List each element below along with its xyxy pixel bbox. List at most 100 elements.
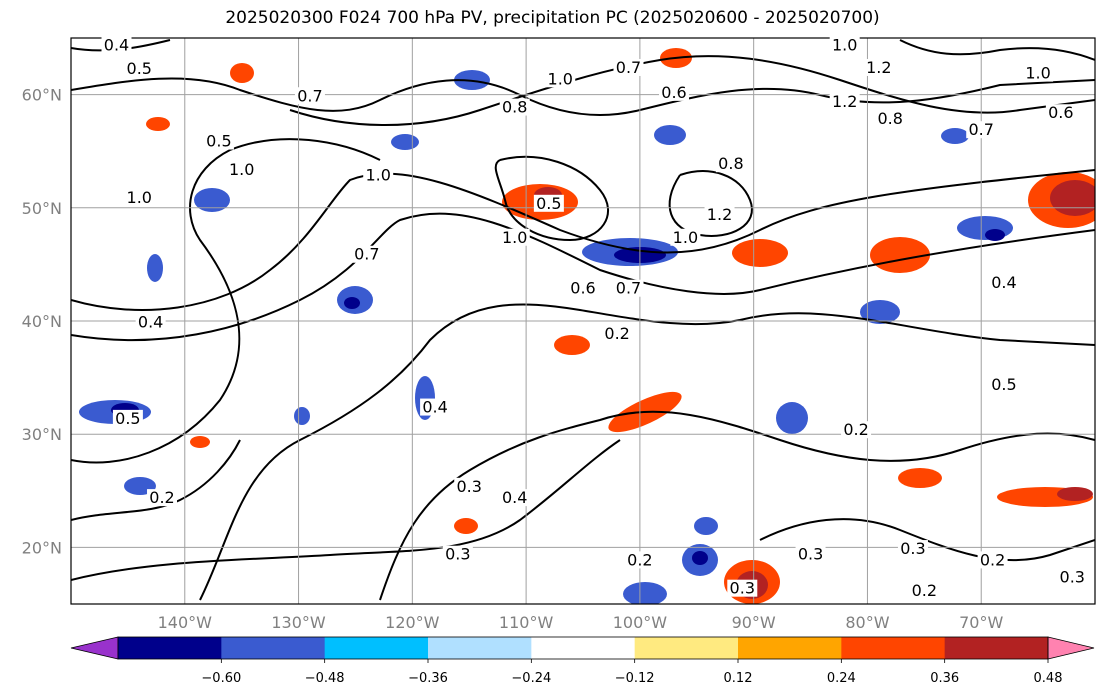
contour-label-bg: [795, 545, 826, 563]
contour-label-bg: [602, 324, 633, 342]
contour-label-bg: [124, 60, 155, 78]
colorbar-extend-high: [1047, 636, 1095, 660]
colorbar-segment: [841, 637, 946, 659]
latitude-labels: 60°N 50°N 40°N 30°N 20°N: [22, 86, 62, 558]
colorbar-segment: [118, 637, 222, 659]
colorbar-tick-label: 0.12: [724, 671, 753, 686]
lat-tick-label: 60°N: [22, 86, 62, 105]
contour-label: 0.7: [616, 279, 641, 298]
lon-tick-label: 110°W: [499, 613, 554, 632]
contour-label-bg: [226, 160, 257, 178]
contour-label: 0.6: [661, 83, 686, 102]
contour-label-bg: [613, 58, 644, 76]
colorbar-tick-label: −0.60: [201, 671, 241, 686]
map-title: 2025020300 F024 700 hPa PV, precipitatio…: [225, 8, 880, 28]
contour-label: 0.5: [115, 409, 140, 428]
contour-label: 1.0: [832, 35, 857, 54]
lon-tick-label: 140°W: [158, 613, 213, 632]
contour-label-bg: [499, 228, 530, 246]
colorbar-tick-label: 0.36: [930, 671, 959, 686]
contour-label-bg: [1057, 568, 1088, 586]
contour-label-bg: [112, 409, 143, 427]
contour-label: 0.8: [718, 154, 743, 173]
contour-label-bg: [841, 421, 872, 439]
contour-label: 0.3: [798, 545, 823, 564]
contour-label: 0.3: [1060, 567, 1085, 586]
contour-label-bg: [1045, 104, 1076, 122]
colorbar-segment: [634, 637, 739, 659]
colorbar-segment: [738, 637, 842, 659]
contour-label: 0.6: [570, 279, 595, 298]
contour-label: 0.3: [730, 579, 755, 598]
colorbar-segment: [324, 637, 429, 659]
colorbar-segment: [944, 637, 1049, 659]
contour-label-bg: [1023, 64, 1054, 82]
colorbar-segment: [221, 637, 326, 659]
contour-label: 0.4: [991, 273, 1016, 292]
contour-label: 0.7: [297, 86, 322, 105]
lat-tick-label: 50°N: [22, 199, 62, 218]
contour-label: 0.4: [502, 488, 527, 507]
contour-label: 0.3: [456, 477, 481, 496]
contour-label: 0.4: [104, 35, 129, 54]
pv-contours: [71, 39, 1095, 601]
contour-label: 0.5: [127, 59, 152, 78]
contour-label: 0.7: [354, 245, 379, 264]
map-area: [71, 38, 1095, 604]
contour-label: 1.2: [832, 92, 857, 111]
contour-label-bg: [988, 375, 1019, 393]
contour-label-bg: [351, 245, 382, 263]
colorbar-frame: [117, 636, 1049, 660]
contour-label-bg: [499, 489, 530, 507]
colorbar-tick-label: −0.36: [408, 671, 448, 686]
contour-label-bg: [659, 83, 690, 101]
contour-label: 0.2: [980, 550, 1005, 569]
contour-label-bg: [135, 313, 166, 331]
contour-label-bg: [829, 36, 860, 54]
precipitation-shading: [79, 48, 1095, 604]
contour-label-bg: [147, 489, 178, 507]
colorbar-tick-label: −0.12: [615, 671, 655, 686]
lon-tick-label: 120°W: [385, 613, 440, 632]
lon-tick-label: 80°W: [845, 613, 889, 632]
lon-tick-label: 100°W: [613, 613, 668, 632]
contour-label-bg: [624, 551, 655, 569]
colorbar-segment: [428, 637, 532, 659]
contour-label-bg: [442, 545, 473, 563]
contour-label: 0.5: [206, 132, 231, 151]
contour-label: 0.2: [627, 550, 652, 569]
lon-tick-label: 130°W: [271, 613, 326, 632]
contour-label-bg: [977, 551, 1008, 569]
colorbar-labels: −0.60 −0.48 −0.36 −0.24 −0.12 0.12 0.24 0.36 0.4…: [201, 671, 1062, 686]
contour-label: 0.4: [138, 313, 163, 332]
contour-label-bg: [715, 155, 746, 173]
contour-label-bg: [294, 87, 325, 105]
contour-label-bg: [533, 194, 564, 212]
contour-label: 0.7: [616, 58, 641, 77]
colorbar-segment: [531, 637, 636, 659]
contour-label: 0.7: [968, 120, 993, 139]
contour-label-bg: [454, 477, 485, 495]
contour-label-bg: [613, 279, 644, 297]
contour-label: 1.2: [866, 58, 891, 77]
contour-label-bg: [101, 36, 132, 54]
contour-label-bg: [124, 189, 155, 207]
contour-label: 0.2: [149, 488, 174, 507]
lon-tick-label: 70°W: [959, 613, 1003, 632]
contour-label-bg: [897, 540, 928, 558]
contour-label-bg: [988, 274, 1019, 292]
contour-label: 0.3: [900, 539, 925, 558]
contour-label: 0.6: [1048, 103, 1073, 122]
contour-label-bg: [966, 121, 997, 139]
map-frame: [70, 37, 1096, 605]
colorbar-tick-label: −0.48: [305, 671, 345, 686]
contour-label: 0.3: [445, 545, 470, 564]
contour-label-bg: [568, 279, 598, 297]
contour-label: 0.8: [502, 98, 527, 117]
contour-label-bg: [363, 166, 394, 184]
contour-label-bg: [420, 398, 451, 416]
contour-label-bg: [829, 92, 860, 110]
colorbar-tick-label: 0.24: [827, 671, 856, 686]
contour-label-bg: [909, 581, 940, 599]
